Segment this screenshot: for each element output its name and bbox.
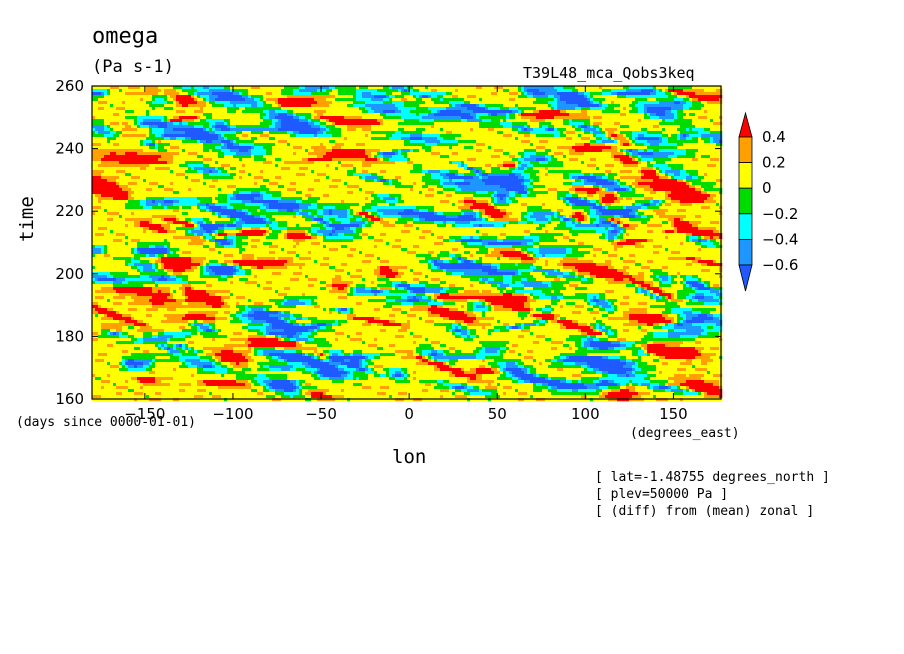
annotation-lat: [ lat=-1.48755 degrees_north ]	[595, 469, 830, 486]
field-cells	[92, 86, 723, 402]
colorbar-segment	[738, 213, 753, 240]
colorbar-label: −0.6	[762, 256, 798, 274]
x-axis-label: lon	[392, 446, 426, 468]
y-tick-label: 260	[55, 77, 84, 95]
colorbar: 0.4 0.2 0 −0.2 −0.4 −0.6	[738, 111, 798, 292]
x-tick-label: 150	[659, 405, 688, 423]
annotation-diff: [ (diff) from (mean) zonal ]	[595, 503, 830, 520]
annotation-box: [ lat=-1.48755 degrees_north ] [ plev=50…	[595, 469, 830, 520]
y-tick-label: 180	[55, 327, 84, 345]
colorbar-label: 0.4	[762, 128, 786, 146]
y-tick-label: 240	[55, 140, 84, 158]
x-tick-label: −100	[212, 405, 253, 423]
y-tick-label: 200	[55, 265, 84, 283]
y-units-label: (days since 0000-01-01)	[16, 415, 196, 430]
colorbar-label: −0.4	[762, 230, 798, 248]
y-tick-label: 160	[55, 390, 84, 408]
colorbar-label: 0.2	[762, 154, 786, 172]
colorbar-min-arrow	[738, 264, 753, 292]
x-tick-label: −150	[124, 405, 165, 423]
plot-frame	[91, 85, 722, 400]
y-axis-ticks: 160 180 200 220 240 260	[55, 77, 721, 408]
x-tick-label: 100	[571, 405, 600, 423]
chart-units: (Pa s-1)	[92, 57, 174, 77]
colorbar-segment	[738, 136, 753, 164]
y-axis-label: time	[16, 196, 38, 242]
colorbar-segment	[738, 187, 753, 215]
contour-field	[92, 86, 723, 402]
colorbar-label: 0	[762, 179, 772, 197]
y-tick-label: 220	[55, 202, 84, 220]
x-tick-label: −50	[305, 405, 337, 423]
x-tick-label: 50	[488, 405, 507, 423]
dataset-label: T39L48_mca_Qobs3keq	[523, 64, 695, 82]
x-axis-ticks: −150 −100 −50 0 50 100 150	[124, 86, 688, 423]
annotation-plev: [ plev=50000 Pa ]	[595, 486, 830, 503]
colorbar-label: −0.2	[762, 205, 798, 223]
colorbar-segment	[738, 238, 753, 266]
x-units-label: (degrees_east)	[630, 426, 740, 441]
colorbar-max-arrow	[738, 111, 753, 138]
x-tick-label: 0	[404, 405, 414, 423]
colorbar-segment	[738, 162, 753, 189]
chart-title: omega	[92, 24, 158, 49]
